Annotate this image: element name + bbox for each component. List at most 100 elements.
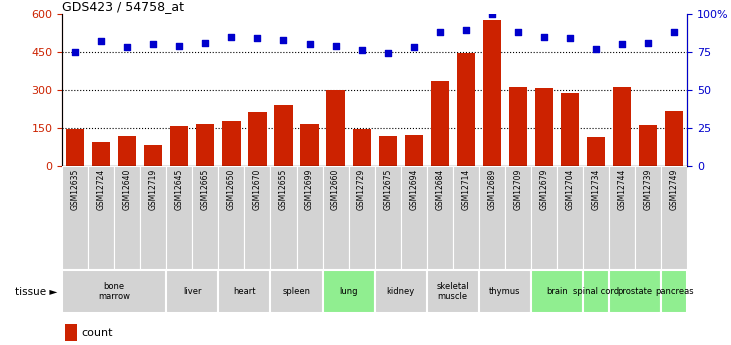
Point (512, 29, 523, 35)
Bar (661, 270, 687, 313)
Bar (505, 166, 531, 269)
Point (590, 46, 602, 51)
Bar (661, 166, 687, 269)
Bar (609, 166, 635, 269)
Bar (635, 166, 661, 269)
Text: GSM12655: GSM12655 (279, 169, 288, 210)
Text: GSM12719: GSM12719 (149, 169, 158, 210)
Point (643, 40, 654, 46)
Bar (482, 20, 501, 166)
Point (173, 43, 185, 48)
Bar (270, 166, 297, 269)
Text: GSM12679: GSM12679 (539, 169, 548, 210)
Bar (327, 90, 345, 166)
Bar (244, 166, 270, 269)
Bar (457, 53, 475, 166)
Point (95, 38, 107, 44)
Text: spinal cord: spinal cord (573, 287, 619, 296)
Bar (222, 121, 240, 166)
Text: count: count (81, 328, 113, 338)
Text: liver: liver (183, 287, 202, 296)
Point (251, 35, 263, 41)
Text: GSM12724: GSM12724 (96, 169, 106, 210)
Point (148, 41, 159, 47)
Point (330, 43, 341, 48)
Bar (401, 166, 427, 269)
Text: GSM12749: GSM12749 (670, 169, 678, 210)
Bar (352, 129, 371, 166)
Text: GDS423 / 54758_at: GDS423 / 54758_at (62, 0, 184, 13)
Bar (531, 166, 557, 269)
Bar (374, 166, 401, 269)
Text: thymus: thymus (489, 287, 520, 296)
Bar (65, 324, 77, 341)
Text: skeletal
muscle: skeletal muscle (436, 282, 469, 301)
Bar (62, 166, 88, 269)
Bar (587, 137, 605, 166)
Text: GSM12645: GSM12645 (175, 169, 183, 210)
Bar (404, 135, 423, 166)
Point (200, 40, 211, 46)
Point (278, 37, 289, 42)
Text: GSM12635: GSM12635 (71, 169, 80, 210)
Text: GSM12704: GSM12704 (566, 169, 575, 210)
Bar (219, 270, 270, 313)
Bar (167, 270, 219, 313)
Bar (167, 166, 192, 269)
Bar (583, 166, 609, 269)
Text: GSM12684: GSM12684 (435, 169, 444, 210)
Text: GSM12689: GSM12689 (488, 169, 496, 210)
Bar (349, 166, 374, 269)
Point (486, 11, 498, 17)
Point (434, 29, 446, 35)
Text: GSM12665: GSM12665 (201, 169, 210, 210)
Bar (274, 105, 292, 166)
Bar (66, 129, 84, 166)
Bar (88, 166, 114, 269)
Text: GSM12640: GSM12640 (123, 169, 132, 210)
Text: GSM12744: GSM12744 (618, 169, 626, 210)
Bar (374, 270, 427, 313)
Bar (557, 166, 583, 269)
Bar (535, 88, 553, 166)
Text: GSM12714: GSM12714 (461, 169, 470, 210)
Bar (114, 166, 140, 269)
Bar (322, 270, 374, 313)
Point (460, 28, 471, 33)
Bar (219, 166, 244, 269)
Point (121, 45, 133, 50)
Text: lung: lung (339, 287, 358, 296)
Point (668, 29, 680, 35)
Text: GSM12670: GSM12670 (253, 169, 262, 210)
Bar (583, 270, 609, 313)
Bar (561, 93, 579, 166)
Text: GSM12650: GSM12650 (227, 169, 236, 210)
Text: bone
marrow: bone marrow (98, 282, 130, 301)
Bar (300, 124, 319, 166)
Bar (479, 166, 505, 269)
Bar (639, 125, 657, 166)
Point (538, 34, 550, 39)
Bar (509, 87, 527, 166)
Bar (452, 166, 479, 269)
Bar (665, 111, 683, 166)
Text: heart: heart (233, 287, 256, 296)
Text: prostate: prostate (618, 287, 653, 296)
Point (564, 35, 576, 41)
Bar (613, 87, 631, 166)
Point (382, 50, 393, 56)
Bar (118, 136, 137, 166)
Bar (427, 270, 479, 313)
Text: spleen: spleen (282, 287, 311, 296)
Text: GSM12734: GSM12734 (591, 169, 600, 210)
Bar (192, 166, 219, 269)
Bar (62, 270, 167, 313)
Point (69, 49, 81, 55)
Text: GSM12699: GSM12699 (305, 169, 314, 210)
Text: pancreas: pancreas (655, 287, 694, 296)
Point (408, 45, 420, 50)
Bar (140, 166, 167, 269)
Bar (297, 166, 322, 269)
Text: tissue ►: tissue ► (15, 287, 57, 296)
Text: GSM12729: GSM12729 (357, 169, 366, 210)
